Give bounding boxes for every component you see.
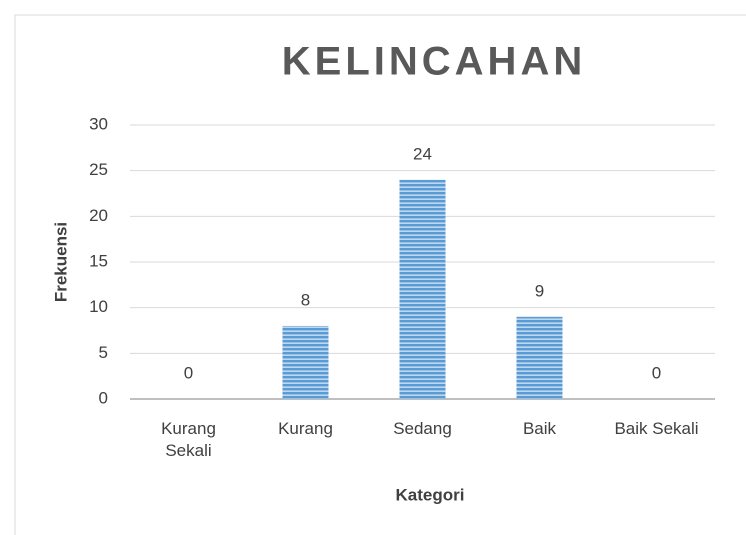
x-tick-label: Sedang <box>393 419 452 438</box>
data-label: 24 <box>413 144 432 163</box>
y-tick-label: 5 <box>99 343 108 362</box>
y-tick-label: 30 <box>89 114 108 133</box>
data-label: 0 <box>184 363 193 382</box>
x-axis-label: Kategori <box>396 485 465 504</box>
y-axis-label: Frekuensi <box>51 222 70 302</box>
y-tick-label: 25 <box>89 160 108 179</box>
y-tick-label: 20 <box>89 206 108 225</box>
x-tick-label: Kurang Sekali <box>161 419 216 460</box>
y-tick-label: 15 <box>89 251 108 270</box>
y-tick-label: 10 <box>89 297 108 316</box>
bar <box>399 179 446 399</box>
data-label: 0 <box>652 363 661 382</box>
x-tick-label: Baik Sekali <box>614 419 699 438</box>
data-label: 9 <box>535 281 544 300</box>
data-label: 8 <box>301 290 310 309</box>
bar <box>282 325 329 399</box>
y-tick-label: 0 <box>99 388 108 407</box>
bar <box>516 316 563 399</box>
x-tick-label: Kurang <box>278 419 333 438</box>
chart-title: KELINCAHAN <box>282 40 586 84</box>
chart-frame <box>14 14 746 535</box>
x-tick-label: Baik <box>522 419 557 438</box>
